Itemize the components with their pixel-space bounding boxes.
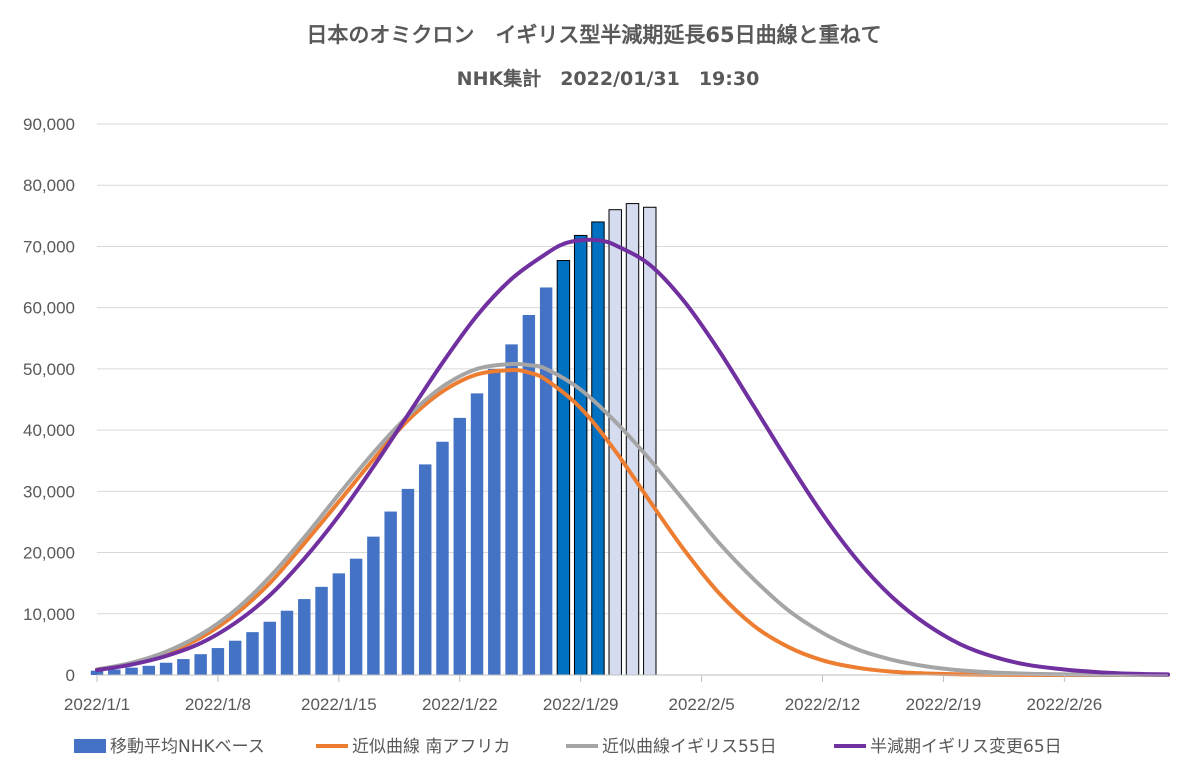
bar	[367, 536, 380, 675]
x-tick-label: 2022/1/1	[64, 695, 130, 714]
x-tick-label: 2022/2/5	[669, 695, 735, 714]
bar	[108, 669, 121, 675]
bar	[332, 573, 346, 675]
bar	[470, 393, 484, 675]
series-line-2	[95, 361, 1170, 677]
legend-label: 近似曲線イギリス55日	[602, 737, 777, 757]
bar	[488, 368, 501, 675]
axes: 0 10,000 20,000 30,000 40,000 50,000 60,000 70,…	[23, 115, 1168, 714]
chart-subtitle: NHK集計 2022/01/31 19:30	[457, 67, 760, 90]
bar	[505, 344, 518, 675]
x-tick-label: 2022/1/8	[185, 695, 251, 714]
bar	[315, 586, 328, 675]
bar	[418, 464, 432, 675]
bar	[643, 206, 657, 676]
bar	[384, 511, 397, 675]
bar	[194, 654, 207, 675]
series-line-1	[95, 368, 1170, 678]
bar	[159, 662, 173, 675]
bar	[436, 441, 449, 675]
bar	[263, 621, 276, 675]
y-tick-label: 10,000	[23, 605, 75, 624]
trend-lines	[95, 237, 1170, 678]
bar	[246, 632, 259, 675]
bar	[539, 287, 553, 675]
bar	[401, 488, 415, 675]
bar	[591, 221, 605, 676]
y-tick-label: 90,000	[23, 115, 75, 134]
bar	[453, 417, 466, 675]
bar	[125, 667, 138, 675]
y-tick-label: 0	[66, 666, 75, 685]
bar	[177, 659, 190, 675]
y-tick-label: 30,000	[23, 482, 75, 501]
y-tick-label: 70,000	[23, 237, 75, 256]
x-tick-label: 2022/2/12	[785, 695, 861, 714]
legend: 移動平均NHKベース 近似曲線 南アフリカ 近似曲線イギリス55日 半減期イギリス変更…	[74, 737, 1062, 757]
bar	[573, 234, 588, 676]
y-tick-label: 20,000	[23, 544, 75, 563]
y-tick-label: 80,000	[23, 176, 75, 195]
x-tick-label: 2022/2/26	[1027, 695, 1103, 714]
legend-label: 近似曲線 南アフリカ	[352, 737, 510, 757]
x-tick-label: 2022/1/22	[422, 695, 498, 714]
x-tick-label: 2022/1/15	[301, 695, 377, 714]
y-tick-label: 60,000	[23, 299, 75, 318]
legend-label: 半減期イギリス変更65日	[870, 737, 1062, 757]
bar	[556, 260, 571, 676]
bar	[349, 558, 363, 675]
legend-swatch-bar	[74, 739, 106, 753]
bar	[280, 610, 294, 675]
bar	[142, 665, 156, 675]
x-tick-label: 2022/2/19	[906, 695, 982, 714]
bar	[211, 648, 225, 675]
bar	[298, 599, 311, 675]
bar	[228, 640, 242, 675]
series-line-3	[95, 237, 1170, 677]
x-tick-label: 2022/1/29	[543, 695, 619, 714]
chart-title: 日本のオミクロン イギリス型半減期延長65日曲線と重ねて	[306, 23, 881, 47]
bar	[522, 315, 536, 675]
y-tick-label: 40,000	[23, 421, 75, 440]
y-tick-label: 50,000	[23, 360, 75, 379]
bar-series-moving-average	[90, 203, 657, 676]
bar	[90, 670, 104, 675]
legend-label: 移動平均NHKベース	[110, 737, 265, 757]
